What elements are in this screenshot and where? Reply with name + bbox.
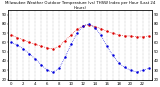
Title: Milwaukee Weather Outdoor Temperature (vs) THSW Index per Hour (Last 24 Hours): Milwaukee Weather Outdoor Temperature (v… [5, 1, 155, 10]
